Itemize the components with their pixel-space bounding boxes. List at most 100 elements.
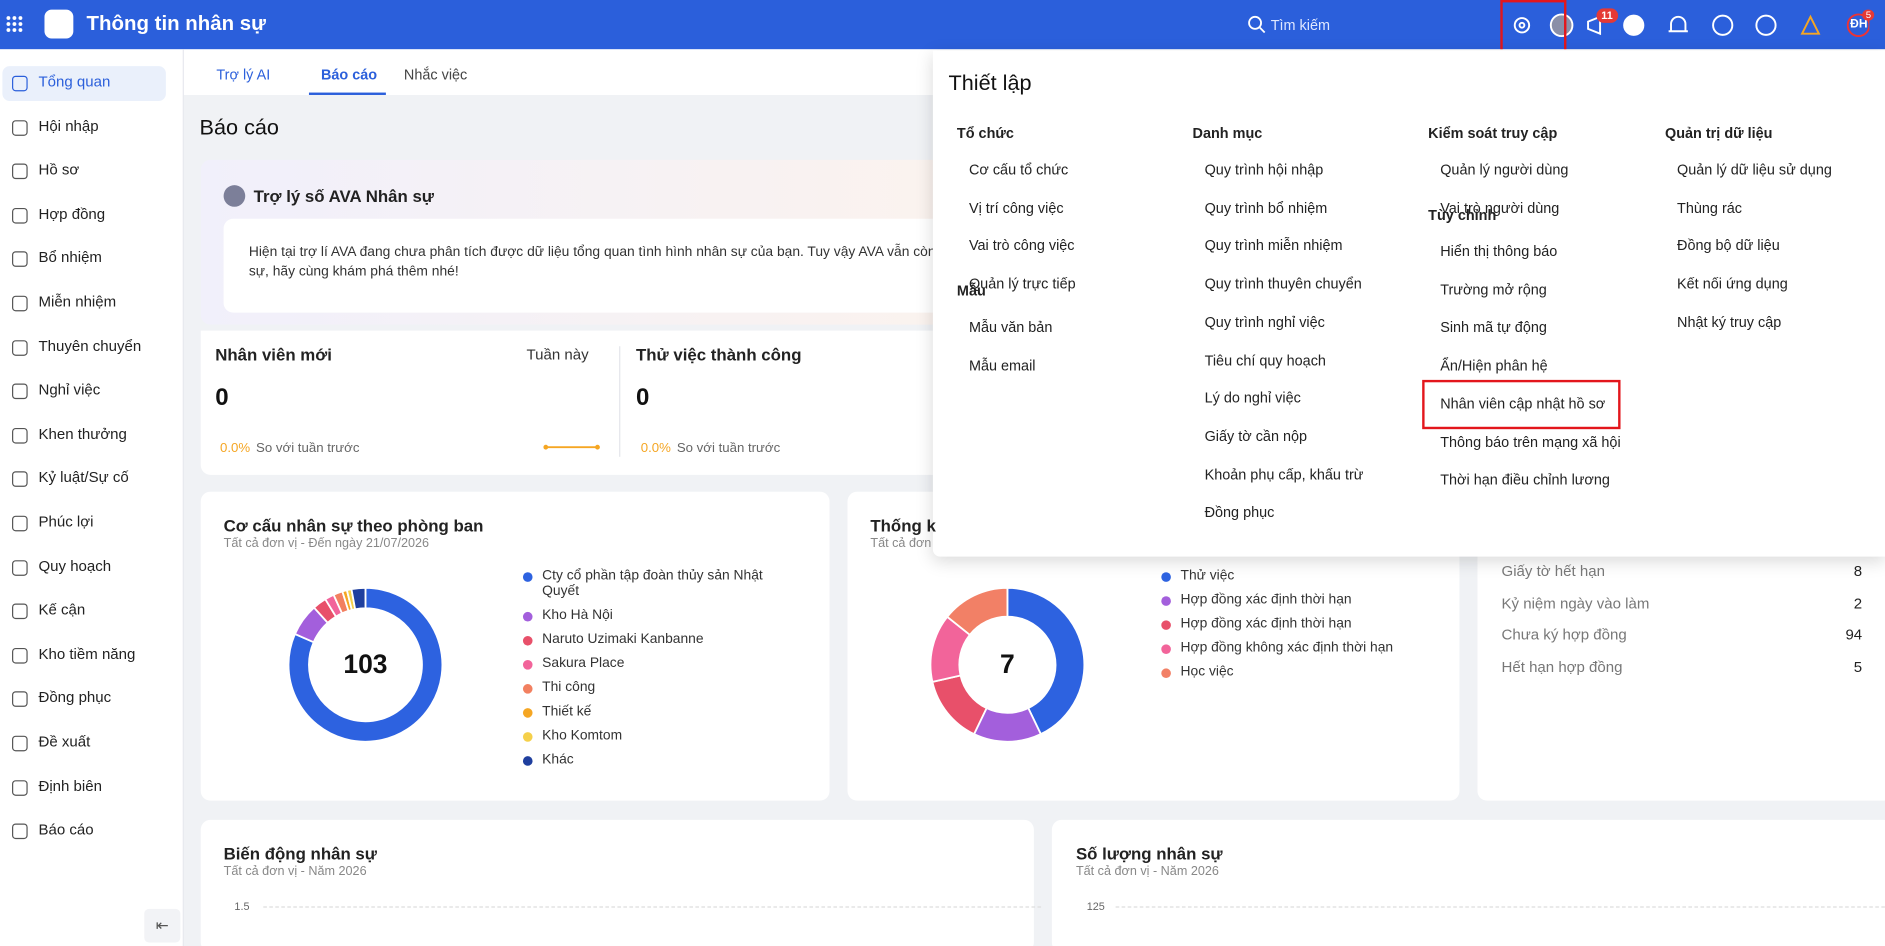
legend-item: Hợp đồng không xác định thời hạn bbox=[1161, 641, 1413, 657]
settings-link[interactable]: Quy trình miễn nhiệm bbox=[1204, 237, 1343, 255]
sidebar-item[interactable]: Thuyên chuyển bbox=[38, 337, 142, 355]
sidebar-item[interactable]: Báo cáo bbox=[38, 821, 94, 839]
assistant-message: sự, hãy cùng khám phá thêm nhé! bbox=[248, 264, 459, 279]
legend-dot bbox=[1161, 620, 1171, 630]
legend-dot bbox=[1161, 644, 1171, 654]
tab[interactable]: Trợ lý AI bbox=[216, 66, 271, 83]
donut-segment[interactable] bbox=[287, 586, 444, 743]
period-select[interactable]: Tuần này bbox=[526, 346, 589, 364]
legend-label: Hợp đồng không xác định thời hạn bbox=[1180, 640, 1394, 656]
settings-link[interactable]: Nhật ký truy cập bbox=[1677, 313, 1782, 331]
stat-value: 0 bbox=[635, 384, 650, 412]
legend-label: Thiết kế bbox=[542, 704, 592, 719]
settings-link[interactable]: Quản lý dữ liệu sử dụng bbox=[1677, 161, 1832, 178]
settings-link[interactable]: Sinh mã tự động bbox=[1440, 319, 1547, 336]
donut-segment[interactable] bbox=[945, 586, 1009, 637]
settings-link[interactable]: Quy trình nghỉ việc bbox=[1204, 313, 1325, 331]
sidebar-icon bbox=[12, 735, 28, 752]
settings-link[interactable]: Cơ cấu tổ chức bbox=[968, 161, 1069, 178]
settings-link[interactable]: Vai trò người dùng bbox=[1440, 199, 1560, 217]
sidebar-icon bbox=[12, 515, 28, 532]
sidebar-item[interactable]: Đồng phục bbox=[38, 689, 112, 707]
legend-dot bbox=[522, 611, 533, 622]
settings-link[interactable]: Tiêu chí quy hoạch bbox=[1204, 351, 1326, 369]
sidebar-icon bbox=[12, 471, 28, 488]
settings-link[interactable]: Thời hạn điều chỉnh lương bbox=[1440, 471, 1610, 489]
group-title: Kiểm soát truy cập bbox=[1428, 125, 1558, 142]
group-title: Mẫu bbox=[956, 282, 986, 300]
highlight-box bbox=[1422, 379, 1621, 430]
sidebar-item[interactable]: Hợp đồng bbox=[38, 205, 106, 223]
assistant-message: Hiện tại trợ lí AVA đang chưa phân tích … bbox=[248, 245, 936, 260]
settings-link[interactable]: Mẫu email bbox=[968, 357, 1036, 374]
sidebar-item[interactable]: Kỷ luật/Sự cố bbox=[38, 469, 129, 487]
stat-compare: So với tuần trước bbox=[256, 441, 360, 456]
sidebar bbox=[0, 49, 184, 946]
active-item-bg[interactable] bbox=[2, 66, 166, 101]
sidebar-item[interactable]: Kho tiềm năng bbox=[38, 645, 136, 663]
settings-link[interactable]: Giấy tờ cần nộp bbox=[1204, 427, 1308, 445]
sidebar-item[interactable]: Định biên bbox=[38, 777, 102, 795]
avatar[interactable]: ĐH bbox=[1850, 18, 1868, 32]
collapse-button[interactable]: ⇤ bbox=[144, 908, 181, 943]
group-title: Tổ chức bbox=[956, 125, 1014, 142]
legend-dot bbox=[1161, 572, 1171, 582]
donut-segment[interactable] bbox=[931, 674, 988, 736]
legend-item: Học việc bbox=[1161, 665, 1413, 681]
sidebar-icon bbox=[12, 779, 28, 796]
settings-link[interactable]: Thông báo trên mạng xã hội bbox=[1440, 433, 1621, 451]
legend-label: Thử việc bbox=[1180, 568, 1235, 584]
settings-link[interactable]: Vai trò công việc bbox=[968, 237, 1075, 255]
settings-link[interactable]: Khoản phụ cấp, khấu trừ bbox=[1204, 465, 1364, 483]
donut-total: 7 bbox=[1000, 649, 1015, 680]
y-tick-label: 1.5 bbox=[234, 900, 250, 913]
page-title: Báo cáo bbox=[199, 115, 279, 140]
settings-link[interactable]: Vị trí công việc bbox=[968, 199, 1064, 217]
sidebar-item[interactable]: Miễn nhiệm bbox=[38, 293, 117, 311]
settings-link[interactable]: Quản lý trực tiếp bbox=[968, 275, 1076, 293]
settings-link[interactable]: Mẫu văn bản bbox=[968, 319, 1053, 336]
donut-segment[interactable] bbox=[1006, 586, 1086, 736]
sidebar-item[interactable]: Đề xuất bbox=[38, 733, 91, 751]
legend-dot bbox=[522, 756, 533, 766]
sidebar-icon bbox=[12, 603, 28, 620]
settings-link[interactable]: Đồng bộ dữ liệu bbox=[1677, 237, 1780, 255]
search[interactable]: Tìm kiếm bbox=[1270, 16, 1331, 34]
sidebar-item[interactable]: Quy hoạch bbox=[38, 557, 112, 575]
sidebar-icon bbox=[12, 427, 28, 444]
settings-link[interactable]: Ẩn/Hiện phân hệ bbox=[1440, 357, 1548, 374]
tab[interactable]: Nhắc việc bbox=[403, 66, 468, 83]
legend-label: Cty cổ phần tập đoàn thủy sản Nhật Quyết bbox=[542, 568, 763, 599]
settings-link[interactable]: Đồng phục bbox=[1204, 504, 1275, 521]
sidebar-item[interactable]: Phúc lợi bbox=[38, 513, 94, 531]
sidebar-item[interactable]: Nghỉ việc bbox=[38, 381, 101, 399]
sidebar-icon bbox=[12, 295, 28, 312]
chart-title: Biến động nhân sự bbox=[223, 843, 377, 864]
sidebar-item[interactable]: Tổng quan bbox=[38, 73, 111, 91]
settings-link[interactable]: Quy trình bổ nhiệm bbox=[1204, 199, 1328, 217]
sidebar-item[interactable]: Hội nhập bbox=[38, 117, 99, 135]
settings-link[interactable]: Lý do nghỉ việc bbox=[1204, 389, 1301, 407]
donut-segment[interactable] bbox=[350, 586, 367, 611]
apps-icon[interactable] bbox=[6, 16, 23, 33]
settings-link[interactable]: Kết nối ứng dụng bbox=[1677, 275, 1788, 293]
legend-label: Sakura Place bbox=[542, 656, 625, 671]
settings-link[interactable]: Hiển thị thông báo bbox=[1440, 242, 1558, 260]
legend-item: Hợp đồng xác định thời hạn bbox=[1161, 593, 1413, 609]
legend-dot bbox=[522, 572, 533, 582]
settings-link[interactable]: Trường mở rộng bbox=[1440, 280, 1547, 298]
settings-link[interactable]: Quản lý người dùng bbox=[1440, 161, 1569, 178]
sidebar-item[interactable]: Khen thưởng bbox=[38, 425, 127, 443]
settings-link[interactable]: Thùng rác bbox=[1677, 199, 1742, 217]
sidebar-item[interactable]: Bổ nhiệm bbox=[38, 249, 102, 267]
chart-card bbox=[200, 819, 1034, 946]
legend-label: Thi công bbox=[542, 680, 596, 695]
sidebar-item[interactable]: Kế cận bbox=[38, 601, 86, 619]
settings-link[interactable]: Quy trình thuyên chuyển bbox=[1204, 275, 1362, 293]
settings-link[interactable]: Nhân viên cập nhật hồ sơ bbox=[1440, 395, 1606, 413]
settings-link[interactable]: Quy trình hội nhập bbox=[1204, 161, 1324, 178]
legend-item: Cty cổ phần tập đoàn thủy sản Nhật Quyết bbox=[522, 568, 775, 600]
tab[interactable]: Báo cáo bbox=[320, 66, 378, 83]
sidebar-item[interactable]: Hồ sơ bbox=[38, 161, 80, 179]
